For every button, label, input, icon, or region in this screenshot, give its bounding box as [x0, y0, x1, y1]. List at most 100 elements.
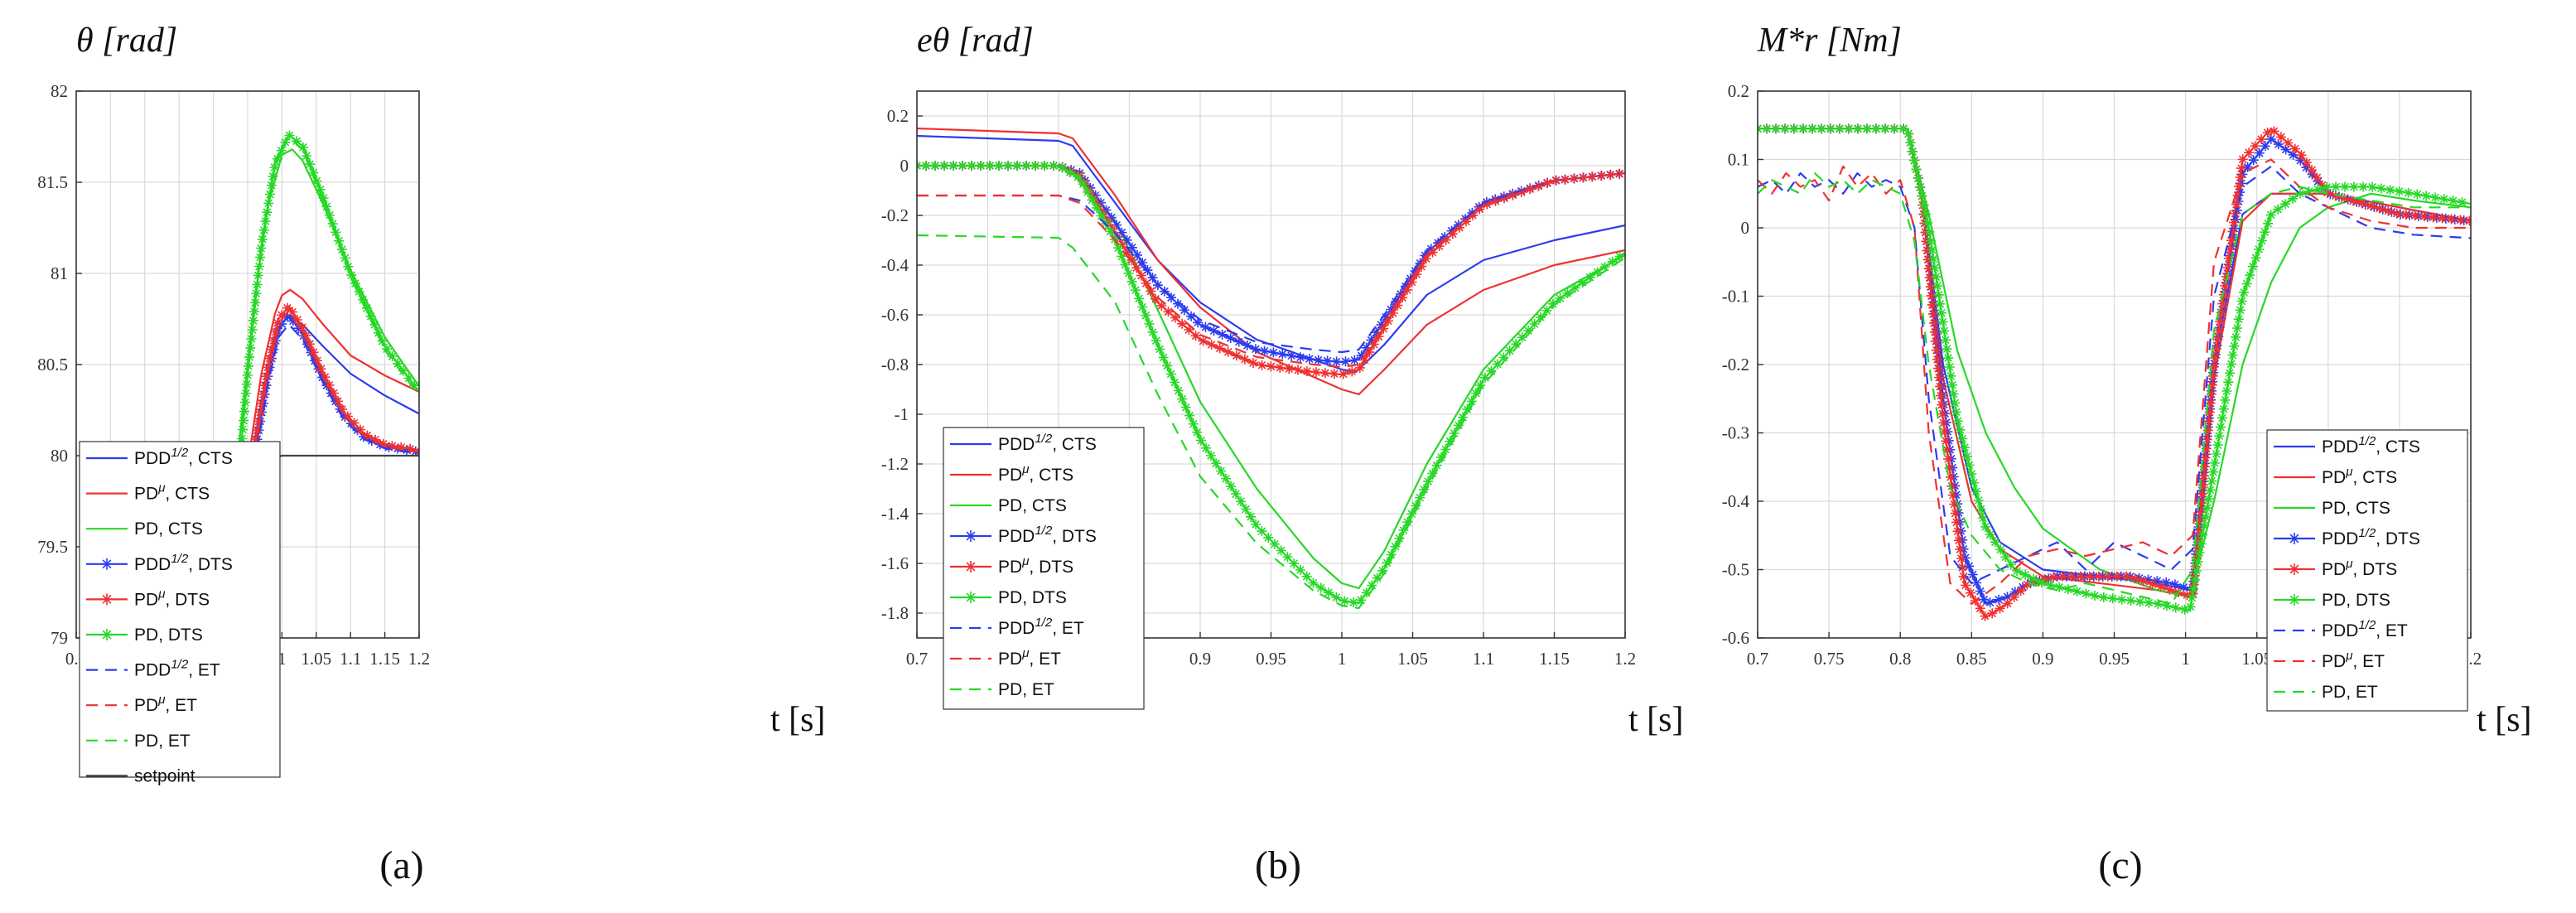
data-point-marker — [1165, 369, 1176, 379]
data-point-marker — [1517, 332, 1527, 343]
data-point-marker — [2348, 196, 2358, 206]
series-pd-et — [227, 308, 419, 638]
data-point-marker — [297, 322, 307, 333]
data-point-marker — [1105, 226, 1116, 237]
y-tick-label: -1.6 — [881, 553, 909, 573]
data-point-marker — [1411, 269, 1422, 280]
data-point-marker — [1173, 385, 1184, 396]
data-point-marker — [1578, 172, 1589, 183]
data-point-marker — [1188, 418, 1199, 429]
data-point-marker — [1331, 356, 1342, 367]
data-point-marker — [2111, 571, 2122, 582]
data-point-marker — [1400, 281, 1411, 292]
x-tick-label: 1.2 — [408, 649, 430, 669]
data-point-marker — [2227, 226, 2238, 237]
legend-entry: PDD1/2, DTS — [2274, 526, 2420, 548]
data-point-marker — [1964, 460, 1975, 471]
data-point-marker — [2254, 244, 2265, 254]
data-point-marker — [282, 312, 293, 322]
data-point-marker — [2457, 197, 2467, 208]
data-point-marker — [2234, 181, 2244, 191]
data-point-marker — [1021, 161, 1031, 171]
x-tick-label: 1.15 — [1539, 649, 1570, 669]
data-point-marker — [1186, 311, 1197, 321]
data-point-marker — [2225, 244, 2236, 255]
data-point-marker — [1924, 226, 1935, 237]
data-point-marker — [1504, 345, 1515, 356]
data-point-marker — [1130, 285, 1141, 296]
data-point-marker — [2208, 466, 2218, 477]
data-point-marker — [269, 162, 280, 172]
data-point-marker — [1944, 463, 1955, 473]
series-line — [218, 135, 419, 638]
data-point-marker — [1226, 481, 1237, 491]
data-point-marker — [2224, 259, 2235, 270]
series-pd-et — [218, 135, 419, 638]
data-point-marker — [1126, 277, 1137, 287]
data-point-marker — [1950, 398, 1961, 408]
data-point-marker — [320, 372, 330, 383]
data-point-marker — [1304, 354, 1315, 365]
data-point-marker — [277, 310, 287, 321]
data-point-marker — [1137, 258, 1148, 268]
data-point-marker — [1073, 171, 1083, 182]
series-group — [1758, 123, 2471, 621]
legend-label: PDμ, DTS — [134, 587, 210, 609]
data-point-marker — [325, 210, 335, 220]
data-point-marker — [2464, 215, 2471, 226]
data-point-marker — [2367, 181, 2377, 192]
data-point-marker — [1937, 316, 1948, 327]
data-point-marker — [1969, 477, 1980, 488]
data-point-marker — [382, 344, 392, 355]
data-point-marker — [2098, 592, 2109, 602]
data-point-marker — [1410, 266, 1421, 276]
data-point-marker — [1284, 364, 1295, 374]
legend-label: PD, DTS — [998, 588, 1067, 607]
data-point-marker — [2225, 368, 2235, 379]
data-point-marker — [1231, 489, 1242, 500]
legend-marker — [965, 530, 977, 542]
data-point-marker — [2217, 413, 2227, 423]
data-point-marker — [1938, 418, 1949, 428]
data-point-marker — [2191, 552, 2202, 563]
y-tick-label: -1.8 — [881, 603, 909, 623]
legend-label: PDμ, CTS — [134, 481, 210, 504]
data-point-marker — [1470, 388, 1481, 399]
data-point-marker — [244, 360, 253, 371]
data-point-marker — [377, 336, 388, 346]
series-pd-cts — [1758, 128, 2471, 598]
data-point-marker — [1871, 123, 1881, 134]
data-point-marker — [1585, 272, 1595, 283]
data-point-marker — [2194, 516, 2205, 526]
legend-label: PDD1/2, ET — [134, 658, 220, 680]
data-point-marker — [1440, 234, 1451, 245]
data-point-marker — [1990, 537, 2000, 548]
data-point-marker — [1948, 389, 1959, 399]
data-point-marker — [1406, 509, 1417, 519]
data-point-marker — [1898, 123, 1908, 134]
data-point-marker — [1529, 319, 1540, 329]
data-point-marker — [1079, 175, 1090, 186]
data-point-marker — [1435, 452, 1446, 463]
legend-label: PDD1/2, ET — [2322, 618, 2408, 640]
y-tick-label: -1 — [895, 404, 909, 424]
data-point-marker — [1012, 161, 1022, 171]
data-point-marker — [240, 388, 251, 399]
data-point-marker — [1391, 297, 1401, 307]
data-point-marker — [2169, 579, 2180, 590]
legend-label: PD, DTS — [2322, 591, 2390, 610]
data-point-marker — [1932, 354, 1942, 365]
data-point-marker — [1401, 284, 1412, 295]
data-point-marker — [1596, 171, 1606, 181]
data-point-marker — [1905, 138, 1916, 148]
data-point-marker — [1141, 310, 1151, 321]
data-point-marker — [1231, 350, 1242, 361]
y-tick-label: -0.1 — [1722, 287, 1749, 307]
data-point-marker — [2262, 128, 2273, 138]
data-point-marker — [1338, 369, 1348, 379]
data-point-marker — [2296, 150, 2307, 161]
x-tick-label: 0.95 — [1256, 649, 1286, 669]
data-point-marker — [2383, 205, 2394, 216]
data-point-marker — [1475, 380, 1486, 391]
